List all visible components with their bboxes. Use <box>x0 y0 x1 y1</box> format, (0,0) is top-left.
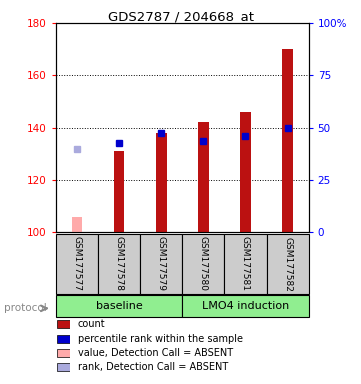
Bar <box>225 234 266 294</box>
Bar <box>57 349 70 357</box>
Text: value, Detection Call = ABSENT: value, Detection Call = ABSENT <box>78 348 233 358</box>
Bar <box>56 234 98 294</box>
Bar <box>282 49 293 232</box>
Text: GSM177579: GSM177579 <box>157 237 166 291</box>
Bar <box>56 295 182 317</box>
Bar <box>57 321 70 328</box>
Text: rank, Detection Call = ABSENT: rank, Detection Call = ABSENT <box>78 362 228 372</box>
Text: baseline: baseline <box>96 301 143 311</box>
Bar <box>72 217 82 232</box>
Bar <box>57 335 70 343</box>
Text: GSM177582: GSM177582 <box>283 237 292 291</box>
Bar <box>57 363 70 371</box>
Text: GSM177577: GSM177577 <box>73 237 82 291</box>
Bar <box>266 234 309 294</box>
Text: protocol: protocol <box>4 303 46 313</box>
Text: count: count <box>78 319 105 329</box>
Text: LMO4 induction: LMO4 induction <box>202 301 289 311</box>
Bar <box>156 133 166 232</box>
Bar <box>140 234 182 294</box>
Bar <box>182 234 225 294</box>
Bar <box>98 234 140 294</box>
Text: GSM177578: GSM177578 <box>115 237 123 291</box>
Text: GSM177580: GSM177580 <box>199 237 208 291</box>
Bar <box>198 122 209 232</box>
Bar <box>182 295 309 317</box>
Bar <box>240 112 251 232</box>
Bar <box>114 151 125 232</box>
Text: percentile rank within the sample: percentile rank within the sample <box>78 334 243 344</box>
Text: GDS2787 / 204668_at: GDS2787 / 204668_at <box>108 10 253 23</box>
Text: GSM177581: GSM177581 <box>241 237 250 291</box>
